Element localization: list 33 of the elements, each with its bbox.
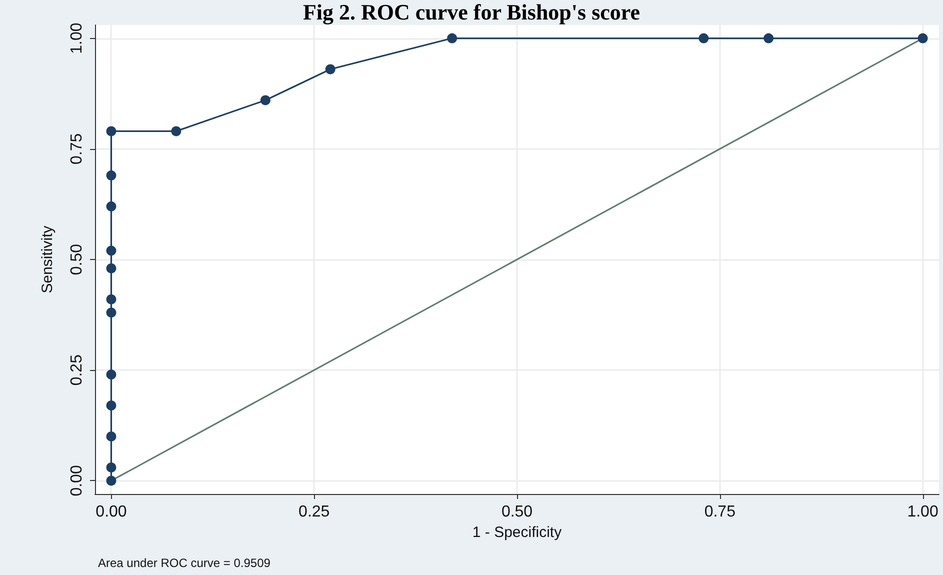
y-tick-label: 0.25 [68, 354, 86, 386]
point [260, 95, 270, 106]
point [106, 170, 116, 180]
point [325, 64, 336, 74]
x-tick-label: 0.25 [298, 504, 330, 520]
x-tick-label: 1.00 [907, 504, 938, 520]
point [106, 126, 116, 136]
point [106, 400, 116, 411]
x-tick-label: 0.00 [96, 504, 127, 520]
y-tick-label: 0.00 [68, 465, 86, 496]
x-tick-label: 0.50 [501, 504, 533, 520]
point [106, 308, 116, 318]
point [106, 263, 116, 274]
point [106, 462, 116, 472]
point [171, 126, 182, 136]
point [106, 294, 116, 304]
chart-title: Fig 2. ROC curve for Bishop's score [302, 0, 640, 24]
point [698, 33, 709, 44]
point [106, 201, 116, 212]
text: Area under ROC curve = 0.9509 [98, 556, 271, 570]
point [447, 33, 458, 44]
point [106, 476, 116, 486]
point [106, 431, 116, 442]
x-tick-label: 0.75 [704, 504, 736, 520]
x-axis-title: 1 - Specificity [472, 524, 562, 541]
point [106, 370, 116, 380]
y-tick-label: 0.50 [68, 244, 86, 276]
y-tick-label: 0.75 [68, 133, 86, 164]
point [764, 33, 774, 44]
point [918, 33, 928, 44]
y-tick-label: 1.00 [68, 22, 86, 54]
point [106, 246, 116, 256]
y-axis-title: Sensitivity [39, 225, 56, 294]
